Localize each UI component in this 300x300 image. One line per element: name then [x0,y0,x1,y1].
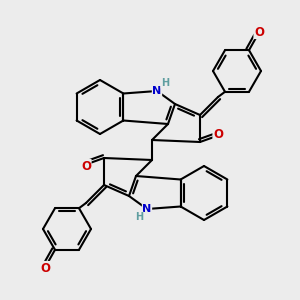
Text: O: O [213,128,223,140]
Text: H: H [161,78,169,88]
Text: O: O [40,262,50,275]
Text: O: O [254,26,264,38]
Text: O: O [81,160,91,172]
Text: N: N [142,204,152,214]
Text: N: N [152,86,162,96]
Text: H: H [135,212,143,222]
